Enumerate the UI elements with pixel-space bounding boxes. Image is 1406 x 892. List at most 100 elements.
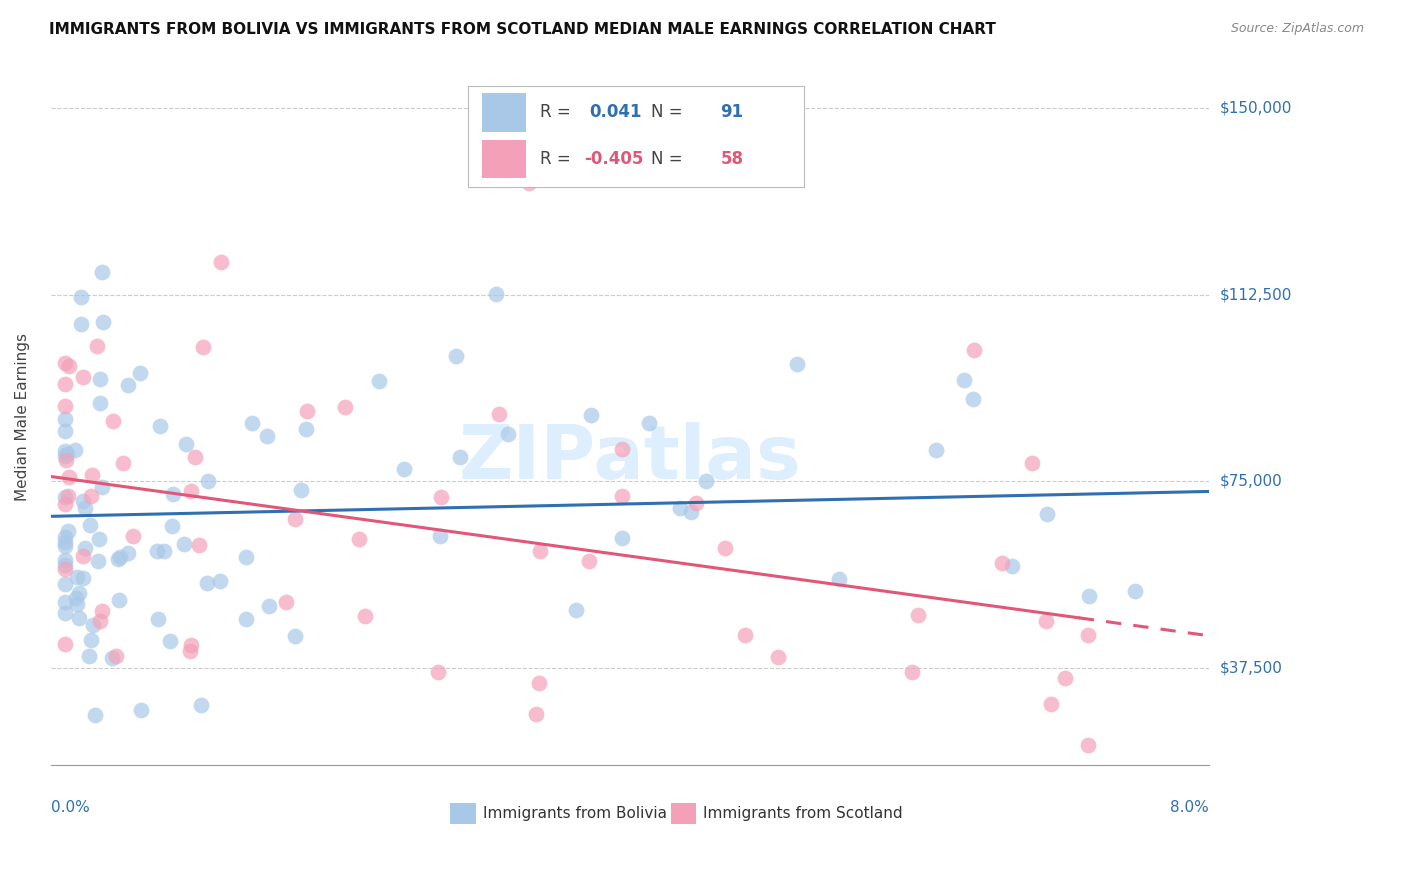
Y-axis label: Median Male Earnings: Median Male Earnings (15, 333, 30, 500)
Text: 0.041: 0.041 (589, 103, 643, 121)
Point (117, 545, 139, 559)
Point (63, 442, 86, 457)
Text: N =: N = (651, 103, 688, 121)
Point (295, 422, 318, 436)
Point (354, 608, 377, 623)
Point (108, 593, 131, 607)
Point (86, 339, 108, 353)
Point (256, 429, 278, 443)
Point (197, 474, 219, 488)
Point (146, 544, 169, 558)
Point (53, 411, 76, 425)
Point (527, 675, 550, 690)
Point (53, 558, 76, 573)
Text: Immigrants from Bolivia: Immigrants from Bolivia (482, 806, 666, 822)
Point (149, 418, 172, 433)
Point (91, 315, 114, 329)
Point (82, 467, 104, 482)
Point (72, 494, 94, 508)
Point (392, 461, 415, 475)
Point (963, 343, 986, 358)
Point (77, 648, 100, 663)
Text: 58: 58 (720, 150, 744, 168)
Text: 91: 91 (720, 103, 744, 121)
Point (75, 541, 97, 555)
FancyBboxPatch shape (671, 804, 696, 824)
Point (53, 497, 76, 511)
FancyBboxPatch shape (450, 804, 475, 824)
Point (122, 529, 145, 543)
Point (90, 265, 112, 279)
Point (101, 650, 124, 665)
Point (766, 649, 789, 664)
Point (581, 408, 603, 422)
Point (105, 648, 128, 663)
Point (925, 442, 948, 457)
Point (159, 634, 181, 648)
Point (53, 637, 76, 651)
Point (290, 483, 312, 498)
Text: -0.405: -0.405 (583, 150, 643, 168)
Point (58, 359, 80, 373)
Point (80, 490, 103, 504)
Point (347, 532, 370, 546)
Point (367, 374, 389, 388)
Point (734, 628, 756, 642)
Point (67, 586, 90, 600)
Point (101, 414, 124, 428)
Point (953, 373, 976, 387)
Point (129, 703, 152, 717)
Point (565, 603, 588, 617)
Point (429, 528, 451, 542)
Point (907, 608, 929, 623)
Point (75, 500, 97, 515)
Point (235, 612, 257, 626)
Text: $37,500: $37,500 (1220, 661, 1284, 675)
FancyBboxPatch shape (468, 86, 804, 187)
Point (295, 404, 318, 418)
Point (578, 554, 600, 568)
Point (53, 530, 76, 544)
Point (174, 437, 197, 451)
Point (335, 401, 357, 415)
Text: Source: ZipAtlas.com: Source: ZipAtlas.com (1230, 22, 1364, 36)
Point (69, 611, 91, 625)
Point (524, 707, 547, 722)
Point (162, 487, 184, 501)
Point (53, 443, 76, 458)
Point (284, 629, 307, 643)
Point (56, 447, 79, 461)
Point (612, 489, 634, 503)
Text: ZIPatlas: ZIPatlas (458, 422, 801, 495)
Point (695, 474, 717, 488)
Point (259, 599, 281, 613)
Point (1035, 507, 1057, 521)
Point (610, 442, 633, 456)
Point (209, 254, 232, 268)
Point (70, 318, 93, 332)
Point (53, 377, 76, 392)
Point (91, 604, 114, 618)
Point (72, 369, 94, 384)
Point (53, 562, 76, 576)
Point (276, 595, 298, 609)
Point (446, 349, 468, 363)
Point (53, 356, 76, 370)
Point (180, 638, 202, 652)
Point (87, 532, 110, 546)
Point (84, 708, 107, 723)
Point (685, 495, 707, 509)
Point (66, 597, 89, 611)
Point (1125, 583, 1147, 598)
Text: $75,000: $75,000 (1220, 474, 1282, 489)
Point (70, 290, 93, 304)
Point (53, 552, 76, 566)
Point (58, 470, 80, 484)
Point (53, 490, 76, 504)
Point (53, 399, 76, 413)
Point (53, 577, 76, 591)
Point (111, 457, 134, 471)
Point (117, 378, 139, 392)
Text: $150,000: $150,000 (1220, 101, 1292, 116)
Point (990, 557, 1012, 571)
